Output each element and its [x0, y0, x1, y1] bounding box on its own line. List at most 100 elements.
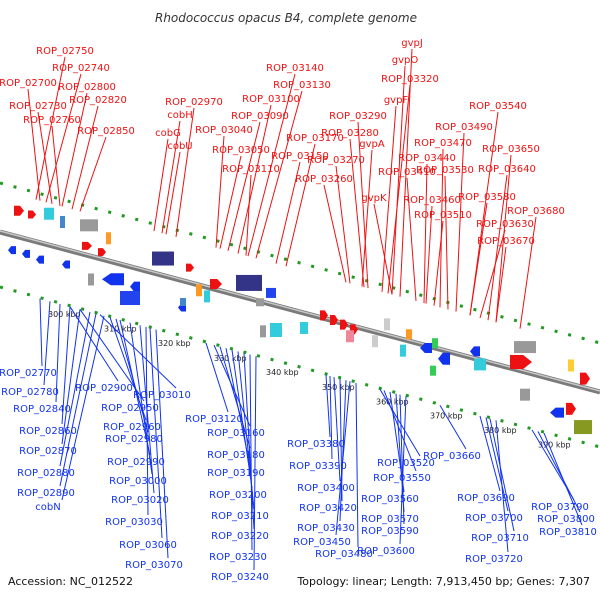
- bottom-gene-label: ROP_03240: [211, 572, 269, 583]
- top-gene-label: ROP_03040: [195, 125, 253, 136]
- gene-features: [8, 205, 592, 435]
- bottom-gene-label: ROP_03480: [315, 549, 373, 560]
- gene-feature-22: [514, 341, 536, 354]
- top-gene-label: ROP_03530: [416, 165, 474, 176]
- bottom-gene-label: ROP_03120: [185, 414, 243, 425]
- top-leader-line: [479, 229, 506, 319]
- top-leader-line: [165, 151, 181, 235]
- bottom-leader-line: [249, 354, 253, 551]
- gene-feature-23: [568, 359, 574, 372]
- top-gene-label: ROP_02730: [9, 101, 67, 112]
- gene-plus-strand-1: [28, 210, 36, 219]
- top-leader-line: [495, 246, 507, 323]
- bottom-gene-label: ROP_03660: [423, 451, 481, 462]
- top-leader-line: [285, 143, 316, 267]
- gene-minus-strand-29: [102, 273, 124, 286]
- top-gene-label: ROP_03290: [329, 111, 387, 122]
- top-leader-line: [79, 136, 107, 212]
- bottom-gene-label: ROP_02770: [0, 368, 57, 379]
- top-gene-label: ROP_03630: [476, 219, 534, 230]
- bottom-leader-line: [485, 417, 509, 512]
- top-leader-line: [215, 135, 225, 248]
- bottom-leader-line: [59, 313, 97, 487]
- gene-feature-31: [88, 273, 94, 286]
- bottom-leader-line: [99, 314, 177, 389]
- gene-feature-4: [80, 219, 98, 232]
- gene-plus-strand-15: [330, 315, 338, 325]
- bottom-gene-label: ROP_03570: [361, 514, 419, 525]
- bottom-leader-line: [119, 319, 151, 456]
- top-gene-label: ROP_03440: [398, 153, 456, 164]
- top-gene-label: ROP_03270: [307, 155, 365, 166]
- bottom-leader-line: [149, 327, 163, 539]
- gene-plus-strand-10: [210, 279, 222, 289]
- top-gene-label: ROP_03170: [286, 133, 344, 144]
- lower-strand-boundary: [0, 285, 600, 449]
- bottom-gene-label: ROP_03400: [297, 483, 355, 494]
- top-leader-line: [37, 111, 53, 204]
- top-leader-line: [219, 155, 242, 249]
- gene-feature-36: [180, 298, 186, 306]
- bottom-gene-label: ROP_02950: [101, 403, 159, 414]
- top-leader-line: [255, 90, 303, 259]
- gene-minus-strand-26: [22, 249, 30, 258]
- bottom-leader-line: [333, 377, 341, 482]
- gene-feature-45: [430, 365, 436, 376]
- accession-text: Accession: NC_012522: [8, 575, 133, 588]
- bottom-gene-label: ROP_02990: [107, 457, 165, 468]
- genome-backbone-highlight: [0, 230, 600, 392]
- top-leader-line: [519, 216, 537, 329]
- gene-plus-strand-6: [82, 241, 92, 250]
- bottom-leader-line: [399, 396, 407, 545]
- bottom-gene-label: ROP_03190: [207, 468, 265, 479]
- gene-minus-strand-30: [130, 281, 140, 292]
- scale-tick-label: 300 kbp: [48, 310, 81, 319]
- top-gene-label: cobH: [167, 110, 192, 121]
- top-gene-label: ROP_02740: [52, 63, 110, 74]
- top-gene-label: ROP_03460: [403, 195, 461, 206]
- top-leader-line: [381, 105, 397, 292]
- top-gene-label: ROP_03110: [222, 164, 280, 175]
- top-gene-label: ROP_02700: [0, 78, 57, 89]
- scale-tick-label: 380 kbp: [484, 426, 517, 435]
- gene-feature-37: [260, 325, 266, 338]
- gene-minus-strand-27: [36, 255, 44, 264]
- bottom-leader-line: [219, 346, 251, 449]
- top-leader-line: [71, 105, 99, 210]
- top-leader-line: [444, 175, 449, 310]
- gene-plus-strand-21: [510, 355, 532, 369]
- top-leader-line: [335, 165, 351, 284]
- gene-feature-41: [372, 335, 378, 348]
- bottom-leader-line: [61, 315, 105, 501]
- gene-plus-strand-9: [186, 263, 194, 272]
- bottom-gene-label: ROP_02980: [105, 434, 163, 445]
- gene-plus-strand-0: [14, 205, 24, 216]
- top-gene-label: gvpF: [384, 95, 409, 106]
- gene-minus-strand-47: [470, 346, 480, 357]
- top-gene-label: ROP_03320: [381, 74, 439, 85]
- bottom-gene-label: cobN: [35, 502, 60, 513]
- top-leader-line: [27, 88, 41, 201]
- top-gene-label: ROP_02760: [23, 115, 81, 126]
- top-leader-line: [425, 205, 433, 304]
- top-gene-label: ROP_03050: [212, 145, 270, 156]
- top-leader-line: [237, 104, 272, 254]
- bottom-gene-label: ROP_03430: [297, 523, 355, 534]
- gene-feature-18: [384, 318, 390, 331]
- gene-feature-34: [204, 290, 210, 303]
- bottom-leader-lines: [39, 298, 583, 571]
- gene-minus-strand-28: [62, 260, 70, 269]
- bottom-gene-label: ROP_03030: [105, 517, 163, 528]
- top-leader-line: [373, 203, 393, 295]
- top-gene-label: ROP_03140: [266, 63, 324, 74]
- bottom-leader-line: [489, 418, 515, 532]
- top-leader-lines: [27, 48, 537, 329]
- top-gene-label: ROP_03650: [482, 144, 540, 155]
- top-gene-label: ROP_03490: [435, 122, 493, 133]
- bottom-gene-label: ROP_03720: [465, 554, 523, 565]
- bottom-leader-line: [439, 405, 467, 450]
- bottom-leader-line: [383, 390, 417, 472]
- bottom-leader-line: [155, 329, 169, 559]
- bottom-gene-label: ROP_03220: [211, 531, 269, 542]
